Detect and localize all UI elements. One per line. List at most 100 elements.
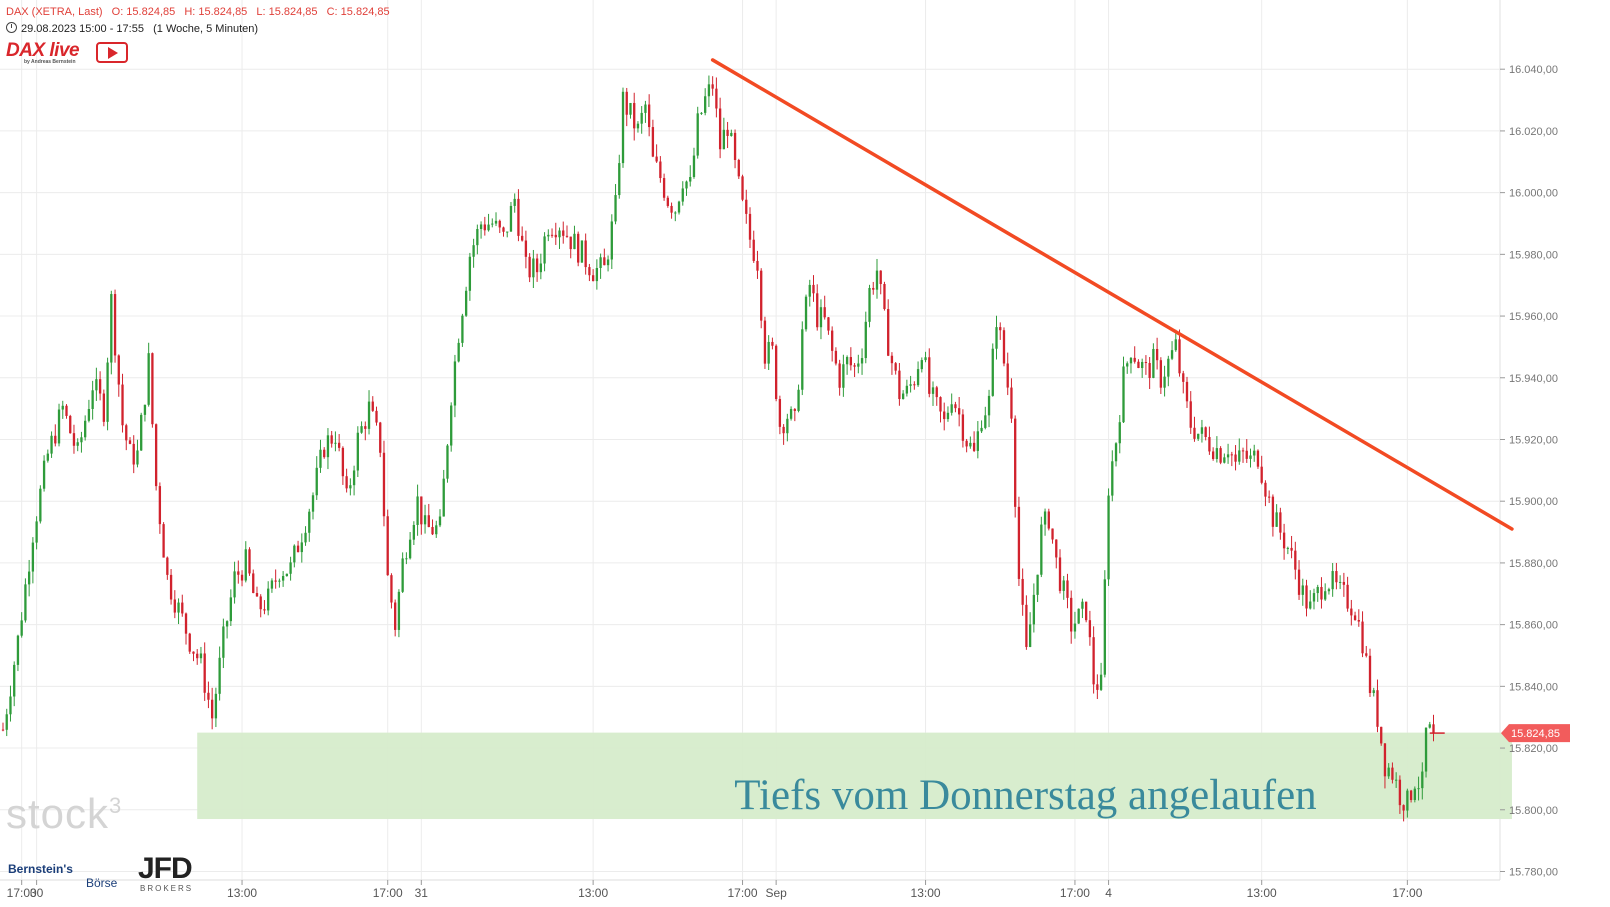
candle-body bbox=[435, 525, 438, 535]
candle-body bbox=[1047, 511, 1050, 529]
candle-body bbox=[950, 404, 953, 413]
dax-live-subtitle: by Andreas Bernstein bbox=[24, 59, 76, 65]
candle-body bbox=[819, 307, 823, 328]
candle-body bbox=[405, 558, 408, 560]
candle-body bbox=[31, 542, 35, 572]
candle-body bbox=[614, 195, 617, 222]
y-tick-label: 15.800,00 bbox=[1509, 805, 1558, 817]
candle-body bbox=[887, 309, 890, 356]
candle-body bbox=[457, 342, 460, 362]
high-value: H: 15.824,85 bbox=[184, 6, 248, 18]
candle-body bbox=[999, 327, 1002, 331]
candle-body bbox=[651, 127, 655, 157]
candle-body bbox=[730, 132, 733, 136]
candle-body bbox=[816, 293, 819, 328]
candle-body bbox=[1122, 366, 1125, 423]
candle-body bbox=[692, 155, 696, 178]
candle-body bbox=[924, 357, 927, 361]
candle-body bbox=[442, 478, 445, 517]
candle-body bbox=[315, 467, 318, 496]
candle-body bbox=[106, 362, 109, 422]
candle-body bbox=[1185, 381, 1189, 402]
candle-body bbox=[1391, 767, 1394, 780]
candle-body bbox=[539, 263, 542, 273]
candle-body bbox=[801, 329, 804, 390]
y-tick-label: 15.960,00 bbox=[1509, 311, 1558, 323]
candle-body bbox=[24, 584, 27, 621]
candle-body bbox=[685, 181, 688, 189]
candle-body bbox=[943, 411, 946, 420]
candle-body bbox=[450, 405, 453, 446]
candle-body bbox=[1234, 454, 1237, 462]
candle-body bbox=[666, 197, 669, 206]
candle-body bbox=[901, 393, 905, 400]
candle-body bbox=[173, 599, 176, 613]
candle-body bbox=[334, 442, 337, 444]
candle-body bbox=[42, 460, 46, 489]
candle-body bbox=[976, 431, 979, 451]
candle-body bbox=[1028, 624, 1032, 647]
candle-body bbox=[1111, 461, 1114, 496]
candle-body bbox=[1282, 532, 1286, 549]
candle-body bbox=[375, 410, 378, 423]
candle-body bbox=[569, 236, 572, 250]
play-icon bbox=[96, 42, 128, 63]
candle-body bbox=[804, 296, 808, 330]
candle-body bbox=[782, 426, 785, 434]
candle-body bbox=[1155, 348, 1159, 361]
candle-body bbox=[427, 515, 430, 528]
candle-body bbox=[192, 651, 195, 654]
candle-body bbox=[184, 613, 188, 634]
candle-body bbox=[1383, 743, 1387, 777]
candle-body bbox=[767, 341, 770, 364]
candle-body bbox=[1301, 585, 1304, 595]
candle-body bbox=[431, 527, 434, 535]
candle-body bbox=[360, 426, 363, 433]
candle-body bbox=[132, 443, 135, 465]
candle-body bbox=[1036, 574, 1039, 595]
candle-body bbox=[745, 199, 748, 214]
candle-body bbox=[1152, 348, 1155, 378]
candle-body bbox=[554, 234, 557, 238]
candle-body bbox=[718, 108, 722, 150]
candle-body bbox=[872, 287, 875, 290]
candle-body bbox=[946, 412, 950, 420]
candle-body bbox=[1253, 450, 1256, 456]
candle-body bbox=[1088, 620, 1092, 638]
y-tick-label: 15.840,00 bbox=[1509, 681, 1558, 693]
candle-body bbox=[980, 427, 983, 432]
candle-body bbox=[1327, 589, 1331, 592]
candle-body bbox=[154, 424, 158, 487]
candle-body bbox=[502, 227, 505, 232]
candle-body bbox=[1424, 727, 1428, 772]
x-tick-label: 17:00 bbox=[728, 886, 758, 900]
candle-body bbox=[46, 453, 49, 461]
candle-body bbox=[1372, 690, 1375, 694]
candle-body bbox=[1320, 586, 1323, 600]
candle-body bbox=[1331, 571, 1334, 590]
candle-body bbox=[864, 321, 867, 359]
x-tick-label: 13:00 bbox=[1247, 886, 1277, 900]
instrument-label: DAX (XETRA, Last) bbox=[6, 6, 103, 18]
x-tick-label: 30 bbox=[30, 886, 44, 900]
candle-body bbox=[35, 521, 38, 543]
candle-body bbox=[1144, 362, 1148, 364]
candle-body bbox=[479, 224, 483, 229]
candle-body bbox=[1413, 788, 1416, 800]
candle-body bbox=[1114, 443, 1118, 462]
current-price-tag bbox=[1501, 724, 1570, 743]
candle-body bbox=[640, 112, 643, 124]
candle-body bbox=[1286, 547, 1289, 549]
candle-body bbox=[50, 435, 53, 454]
candle-body bbox=[1118, 422, 1121, 444]
candle-body bbox=[259, 596, 262, 610]
candle-body bbox=[913, 384, 916, 386]
candle-body bbox=[162, 524, 165, 558]
candle-body bbox=[289, 562, 292, 574]
candle-body bbox=[603, 257, 606, 266]
candle-body bbox=[662, 178, 666, 198]
candle-body bbox=[1204, 427, 1207, 438]
candle-body bbox=[1398, 779, 1402, 806]
